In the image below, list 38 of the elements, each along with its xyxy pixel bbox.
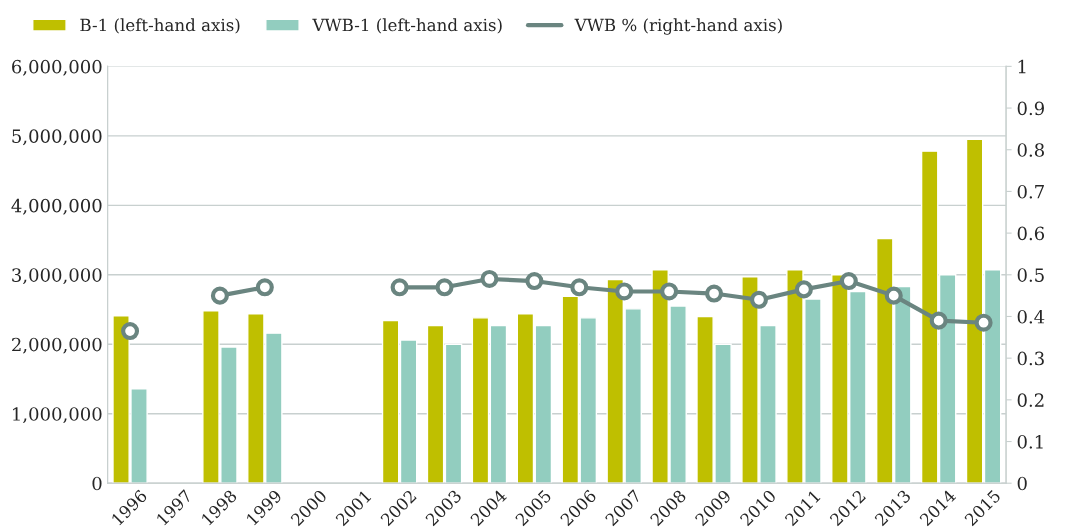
y2-tick-label: 0.9 xyxy=(1017,101,1044,116)
y2-tick-label: 0.8 xyxy=(1017,143,1044,157)
point xyxy=(660,282,679,301)
y-tick-label: 6,000,000 xyxy=(12,59,102,76)
point xyxy=(570,278,589,297)
y2-tick-label: 0.5 xyxy=(1017,268,1044,282)
point xyxy=(480,269,499,288)
y2-tick-label: 0.3 xyxy=(1017,351,1044,366)
legend-label: VWB % (right-hand axis) xyxy=(574,18,782,35)
y2-tick-label: 0.2 xyxy=(1017,393,1044,407)
y-tick-label: 5,000,000 xyxy=(12,129,102,146)
y2-tick-label: 0.7 xyxy=(1017,184,1044,199)
point xyxy=(794,280,813,299)
y-tick-label: 1,000,000 xyxy=(13,407,102,424)
y2-tick-label: 0.1 xyxy=(1017,434,1043,449)
point xyxy=(839,272,858,291)
y2-tick-label: 1 xyxy=(1018,59,1026,74)
y2-tick-label: 0 xyxy=(1017,476,1027,491)
point xyxy=(929,311,948,330)
point xyxy=(210,286,229,305)
point xyxy=(525,272,544,291)
y2-tick-label: 0.6 xyxy=(1017,226,1045,241)
point xyxy=(390,278,409,297)
point xyxy=(435,278,454,297)
point xyxy=(255,278,274,297)
y-tick-label: 2,000,000 xyxy=(12,337,102,354)
y-tick-label: 3,000,000 xyxy=(12,268,102,285)
legend-label: B-1 (left-hand axis) xyxy=(80,18,240,34)
point xyxy=(705,284,724,303)
point xyxy=(749,290,769,309)
y2-tick-label: 0.4 xyxy=(1017,309,1045,324)
legend-label: VWB-1 (left-hand axis) xyxy=(312,18,502,34)
point xyxy=(884,286,903,305)
y-tick-label: 0 xyxy=(92,476,102,491)
point xyxy=(121,322,140,341)
point xyxy=(974,313,993,332)
y-tick-label: 4,000,000 xyxy=(11,198,102,215)
point xyxy=(615,282,634,301)
